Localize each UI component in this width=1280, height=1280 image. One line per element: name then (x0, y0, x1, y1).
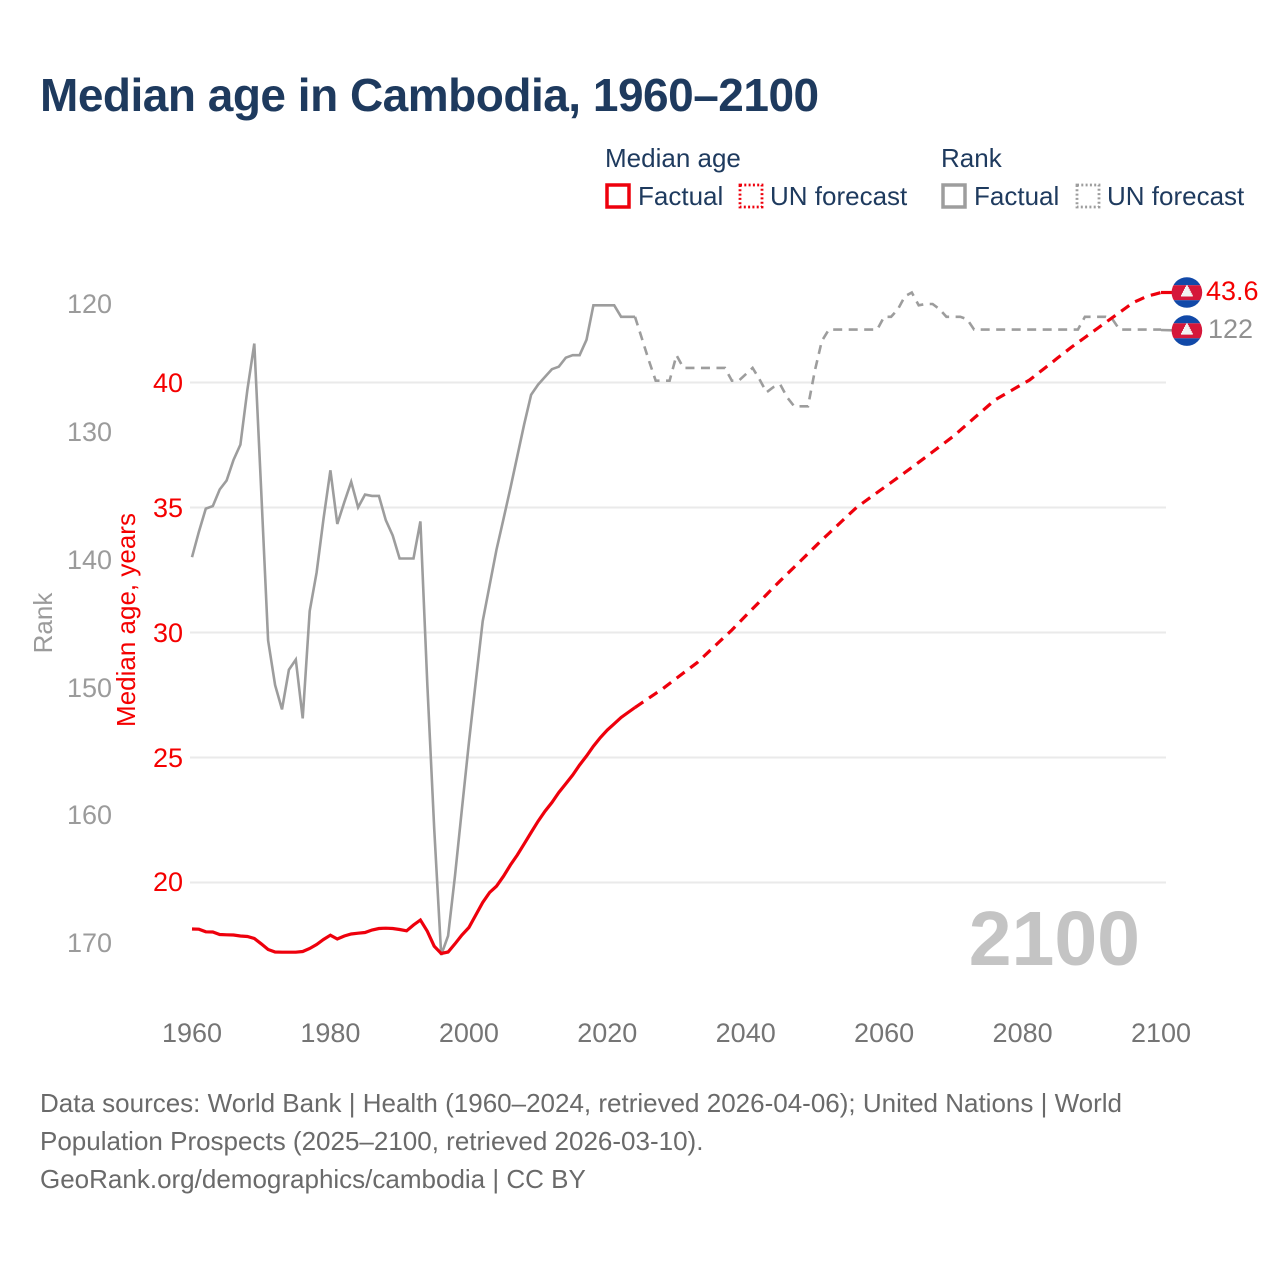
svg-text:120: 120 (67, 289, 112, 319)
svg-text:40: 40 (153, 368, 183, 398)
svg-text:160: 160 (67, 800, 112, 830)
svg-text:2040: 2040 (716, 1018, 776, 1048)
svg-text:122: 122 (1208, 314, 1253, 344)
svg-text:Rank: Rank (941, 143, 1003, 173)
svg-text:Population Prospects (2025–210: Population Prospects (2025–2100, retriev… (40, 1126, 703, 1156)
svg-text:GeoRank.org/demographics/cambo: GeoRank.org/demographics/cambodia | CC B… (40, 1164, 586, 1194)
svg-text:UN forecast: UN forecast (1107, 181, 1245, 211)
svg-text:1980: 1980 (300, 1018, 360, 1048)
svg-text:2100: 2100 (969, 896, 1140, 982)
svg-text:25: 25 (153, 743, 183, 773)
svg-text:Median age in Cambodia, 1960–2: Median age in Cambodia, 1960–2100 (40, 69, 819, 121)
svg-text:170: 170 (67, 928, 112, 958)
svg-text:Median age: Median age (605, 143, 741, 173)
svg-text:2020: 2020 (577, 1018, 637, 1048)
svg-text:Factual: Factual (974, 181, 1059, 211)
svg-text:Rank: Rank (28, 592, 58, 654)
svg-text:2060: 2060 (854, 1018, 914, 1048)
svg-text:1960: 1960 (162, 1018, 222, 1048)
svg-text:140: 140 (67, 545, 112, 575)
svg-text:20: 20 (153, 867, 183, 897)
svg-text:35: 35 (153, 493, 183, 523)
svg-text:130: 130 (67, 417, 112, 447)
svg-text:2080: 2080 (993, 1018, 1053, 1048)
svg-text:Data sources: World Bank | Hea: Data sources: World Bank | Health (1960–… (40, 1088, 1122, 1118)
svg-text:Factual: Factual (638, 181, 723, 211)
svg-text:Median age, years: Median age, years (111, 513, 141, 727)
svg-text:2100: 2100 (1131, 1018, 1191, 1048)
svg-text:150: 150 (67, 673, 112, 703)
svg-text:UN forecast: UN forecast (770, 181, 908, 211)
svg-text:43.6: 43.6 (1206, 276, 1259, 306)
svg-text:2000: 2000 (439, 1018, 499, 1048)
svg-text:30: 30 (153, 618, 183, 648)
